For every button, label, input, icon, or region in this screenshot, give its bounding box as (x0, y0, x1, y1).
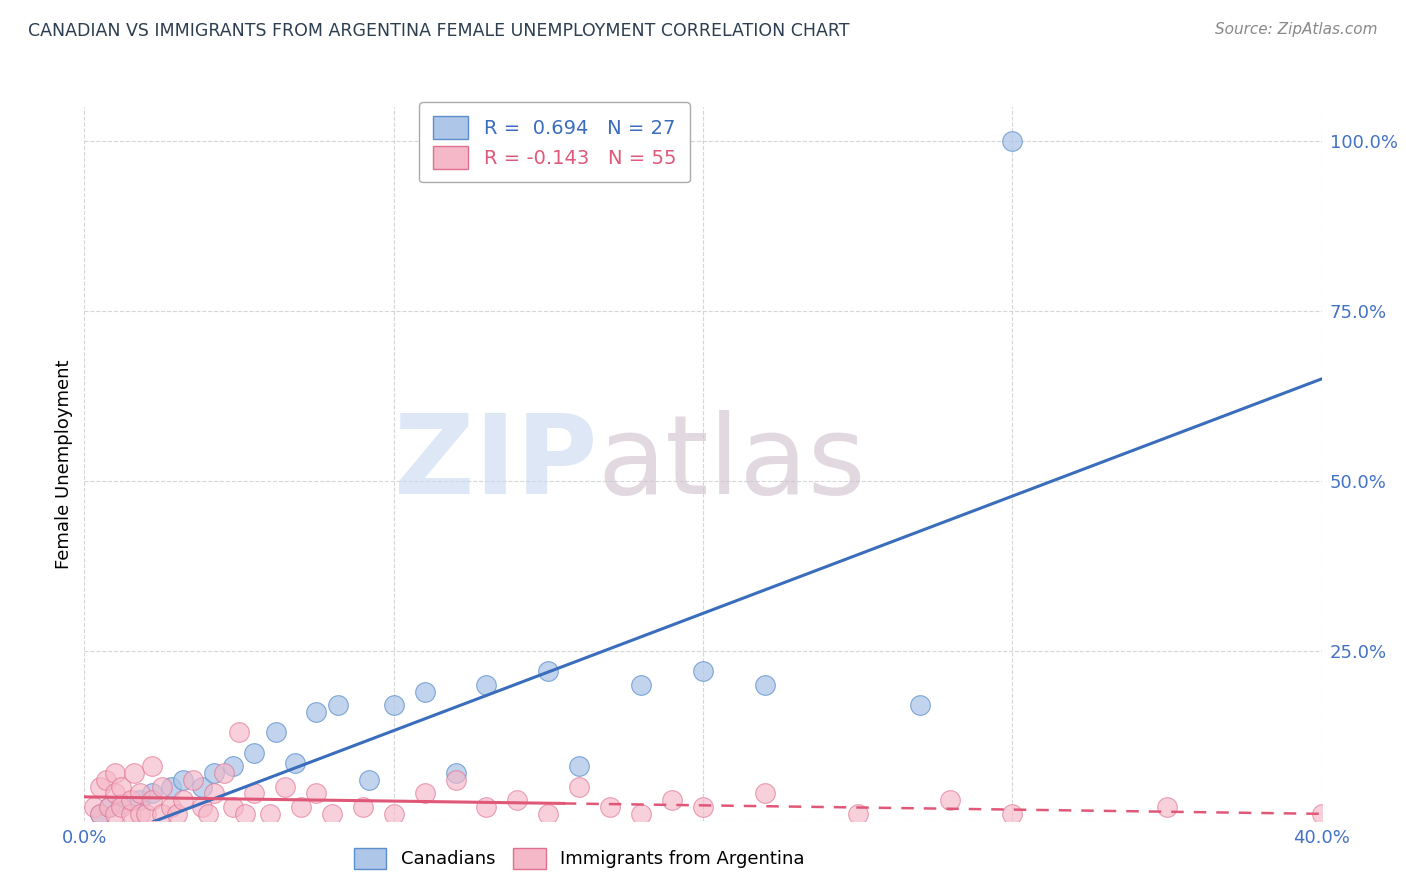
Point (191, 800, 214, 814)
Point (382, 806, 405, 821)
Y-axis label: Female Unemployment: Female Unemployment (55, 359, 73, 568)
Point (129, 806, 152, 821)
Point (1156, 800, 1178, 814)
Point (1001, 806, 1024, 821)
Point (104, 787, 127, 801)
Point (98, 800, 121, 814)
Point (661, 793, 683, 807)
Point (98, 800, 121, 814)
Point (141, 787, 163, 801)
Point (413, 787, 436, 801)
Point (321, 806, 343, 821)
Point (110, 797, 132, 811)
Point (233, 806, 256, 821)
Point (305, 705, 328, 719)
Point (150, 806, 173, 821)
Point (413, 684, 436, 698)
Point (846, 806, 869, 821)
Point (352, 800, 374, 814)
Point (537, 806, 560, 821)
Point (104, 806, 127, 821)
Point (357, 772, 380, 787)
Point (1310, 806, 1333, 821)
Point (692, 664, 714, 678)
Point (129, 787, 152, 801)
Point (630, 806, 652, 821)
Point (160, 800, 183, 814)
Point (181, 772, 204, 787)
Point (202, 766, 225, 780)
Point (122, 766, 145, 780)
Point (475, 678, 498, 692)
Point (110, 780, 132, 794)
Point (537, 664, 560, 678)
Point (129, 793, 152, 807)
Point (326, 698, 349, 712)
Point (754, 787, 776, 801)
Text: atlas: atlas (598, 410, 866, 517)
Legend: Canadians, Immigrants from Argentina: Canadians, Immigrants from Argentina (346, 840, 813, 876)
Point (228, 725, 250, 739)
Point (212, 766, 235, 780)
Point (83, 800, 105, 814)
Point (172, 793, 194, 807)
Point (444, 766, 467, 780)
Point (120, 806, 142, 821)
Point (630, 678, 652, 692)
Point (94, 772, 117, 787)
Point (475, 800, 498, 814)
Point (754, 678, 776, 692)
Point (382, 698, 405, 712)
Point (243, 787, 266, 801)
Point (264, 725, 287, 739)
Point (274, 780, 297, 794)
Point (284, 756, 307, 770)
Point (599, 800, 621, 814)
Point (141, 759, 163, 773)
Point (222, 800, 245, 814)
Point (444, 772, 467, 787)
Point (692, 800, 714, 814)
Point (197, 806, 219, 821)
Point (110, 800, 132, 814)
Point (89, 806, 111, 821)
Point (104, 766, 127, 780)
Point (120, 793, 142, 807)
Point (135, 806, 157, 821)
Point (243, 746, 266, 760)
Point (141, 793, 163, 807)
Point (908, 698, 931, 712)
Text: CANADIAN VS IMMIGRANTS FROM ARGENTINA FEMALE UNEMPLOYMENT CORRELATION CHART: CANADIAN VS IMMIGRANTS FROM ARGENTINA FE… (28, 22, 849, 40)
Point (939, 793, 962, 807)
Point (89, 806, 111, 821)
Point (568, 780, 591, 794)
Point (89, 780, 111, 794)
Point (150, 780, 173, 794)
Point (305, 787, 328, 801)
Point (172, 772, 194, 787)
Point (506, 793, 529, 807)
Point (166, 806, 188, 821)
Text: ZIP: ZIP (395, 410, 598, 517)
Point (568, 759, 591, 773)
Point (160, 780, 183, 794)
Point (222, 759, 245, 773)
Text: Source: ZipAtlas.com: Source: ZipAtlas.com (1215, 22, 1378, 37)
Point (202, 787, 225, 801)
Point (1001, 134, 1024, 148)
Point (259, 806, 281, 821)
Point (290, 800, 312, 814)
Point (191, 780, 214, 794)
